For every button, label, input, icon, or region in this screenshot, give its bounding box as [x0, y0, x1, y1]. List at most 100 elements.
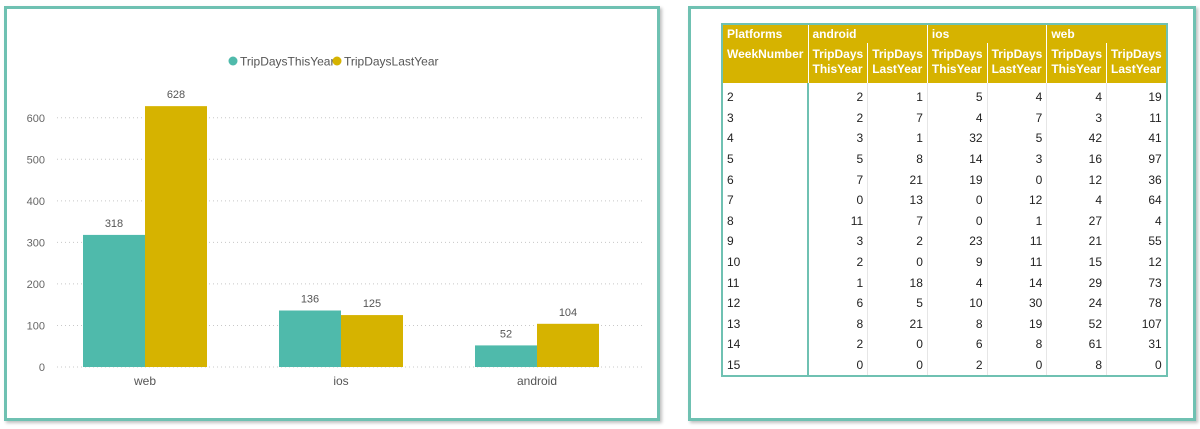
week-number-cell: 8: [722, 210, 809, 232]
value-cell: 36: [1106, 169, 1168, 190]
week-number-cell: 3: [722, 107, 809, 129]
week-number-cell: 13: [722, 313, 809, 335]
value-cell: 5: [867, 292, 928, 314]
value-cell: 8: [808, 313, 869, 335]
trip-days-matrix: Platforms android ios web WeekNumber Tri…: [721, 23, 1168, 378]
value-cell: 4: [927, 272, 988, 293]
table-row[interactable]: 9 3 2 23 11 21 55: [722, 231, 1168, 252]
table-row[interactable]: 2 2 1 5 4 4 19: [722, 83, 1168, 108]
value-cell: 14: [927, 148, 988, 170]
week-number-cell: 7: [722, 189, 809, 211]
value-cell: 27: [1046, 210, 1108, 232]
y-tick-label: 200: [27, 279, 45, 291]
header-group-android[interactable]: android: [808, 24, 928, 43]
value-cell: 3: [1046, 107, 1108, 129]
value-cell: 15: [1046, 251, 1108, 273]
value-cell: 19: [987, 313, 1048, 335]
header-android-this-year[interactable]: TripDays ThisYear: [808, 43, 869, 83]
table-row[interactable]: 14 2 0 6 8 61 31: [722, 334, 1168, 355]
header-ios-last-year[interactable]: TripDays LastYear: [987, 43, 1048, 83]
week-number-cell: 10: [722, 251, 809, 273]
value-cell: 8: [987, 334, 1048, 355]
table-row[interactable]: 12 6 5 10 30 24 78: [722, 292, 1168, 314]
table-row[interactable]: 5 5 8 14 3 16 97: [722, 148, 1168, 170]
bar-ios-last-year[interactable]: [341, 315, 403, 367]
bar-ios-this-year[interactable]: [279, 310, 341, 367]
value-cell: 19: [927, 169, 988, 190]
value-cell: 0: [867, 354, 928, 377]
table-row[interactable]: 7 0 13 0 12 4 64: [722, 189, 1168, 211]
value-cell: 1: [987, 210, 1048, 232]
value-cell: 5: [927, 83, 988, 108]
value-cell: 3: [987, 148, 1048, 170]
value-cell: 30: [987, 292, 1048, 314]
week-number-cell: 6: [722, 169, 809, 190]
bar-android-this-year[interactable]: [475, 345, 537, 367]
value-cell: 73: [1106, 272, 1168, 293]
value-cell: 0: [1106, 354, 1168, 377]
header-group-web[interactable]: web: [1046, 24, 1168, 43]
table-row[interactable]: 15 0 0 2 0 8 0: [722, 354, 1168, 377]
y-tick-label: 600: [27, 113, 45, 125]
table-header: Platforms android ios web WeekNumber Tri…: [722, 24, 1168, 83]
week-number-cell: 12: [722, 292, 809, 314]
value-cell: 2: [927, 354, 988, 377]
bar-web-this-year[interactable]: [83, 234, 145, 367]
value-cell: 0: [808, 189, 869, 211]
value-cell: 19: [1106, 83, 1168, 108]
header-platforms[interactable]: Platforms: [722, 24, 809, 43]
value-cell: 24: [1046, 292, 1108, 314]
data-label: 628: [167, 89, 185, 101]
legend-label: TripDaysThisYear: [240, 55, 334, 69]
x-tick-label: web: [133, 374, 156, 388]
clustered-bar-chart: TripDaysThisYear TripDaysLastYear 0 100 200…: [27, 55, 645, 388]
value-cell: 16: [1046, 148, 1108, 170]
table-row[interactable]: 13 8 21 8 19 52 107: [722, 313, 1168, 335]
legend-item[interactable]: TripDaysLastYear: [332, 55, 439, 69]
header-web-last-year[interactable]: TripDays LastYear: [1106, 43, 1168, 83]
value-cell: 4: [927, 107, 988, 129]
bar-web-last-year[interactable]: [145, 106, 207, 367]
value-cell: 97: [1106, 148, 1168, 170]
data-label: 136: [301, 294, 319, 306]
value-cell: 21: [867, 313, 928, 335]
y-tick-label: 100: [27, 320, 45, 332]
y-axis: 0 100 200 300 400 500 600: [27, 113, 45, 374]
chart-bars: 318 628 136 125 52 104: [83, 89, 599, 367]
table-row[interactable]: 6 7 21 19 0 12 36: [722, 169, 1168, 190]
value-cell: 11: [1106, 107, 1168, 129]
value-cell: 13: [867, 189, 928, 211]
header-web-this-year[interactable]: TripDays ThisYear: [1046, 43, 1108, 83]
value-cell: 8: [867, 148, 928, 170]
value-cell: 0: [867, 251, 928, 273]
value-cell: 31: [1106, 334, 1168, 355]
value-cell: 18: [867, 272, 928, 293]
value-cell: 64: [1106, 189, 1168, 211]
value-cell: 0: [808, 354, 869, 377]
value-cell: 0: [987, 354, 1048, 377]
legend-item[interactable]: TripDaysThisYear: [228, 55, 335, 69]
bar-android-last-year[interactable]: [537, 323, 599, 367]
value-cell: 11: [808, 210, 869, 232]
week-number-cell: 14: [722, 334, 809, 355]
value-cell: 2: [808, 334, 869, 355]
table-row[interactable]: 10 2 0 9 11 15 12: [722, 251, 1168, 273]
value-cell: 23: [927, 231, 988, 252]
header-weeknumber[interactable]: WeekNumber: [722, 43, 809, 83]
header-row-platforms: Platforms android ios web: [722, 24, 1168, 43]
table-row[interactable]: 8 11 7 0 1 27 4: [722, 210, 1168, 232]
value-cell: 11: [987, 231, 1048, 252]
value-cell: 0: [927, 189, 988, 211]
table-row[interactable]: 11 1 18 4 14 29 73: [722, 272, 1168, 293]
chart-panel: TripDaysThisYear TripDaysLastYear 0 100 200…: [4, 6, 660, 421]
header-group-ios[interactable]: ios: [927, 24, 1048, 43]
header-ios-this-year[interactable]: TripDays ThisYear: [927, 43, 988, 83]
value-cell: 12: [1106, 251, 1168, 273]
value-cell: 7: [867, 210, 928, 232]
header-android-last-year[interactable]: TripDays LastYear: [867, 43, 928, 83]
table-row[interactable]: 4 3 1 32 5 42 41: [722, 128, 1168, 149]
value-cell: 42: [1046, 128, 1108, 149]
value-cell: 21: [867, 169, 928, 190]
table-row[interactable]: 3 2 7 4 7 3 11: [722, 107, 1168, 129]
week-number-cell: 9: [722, 231, 809, 252]
